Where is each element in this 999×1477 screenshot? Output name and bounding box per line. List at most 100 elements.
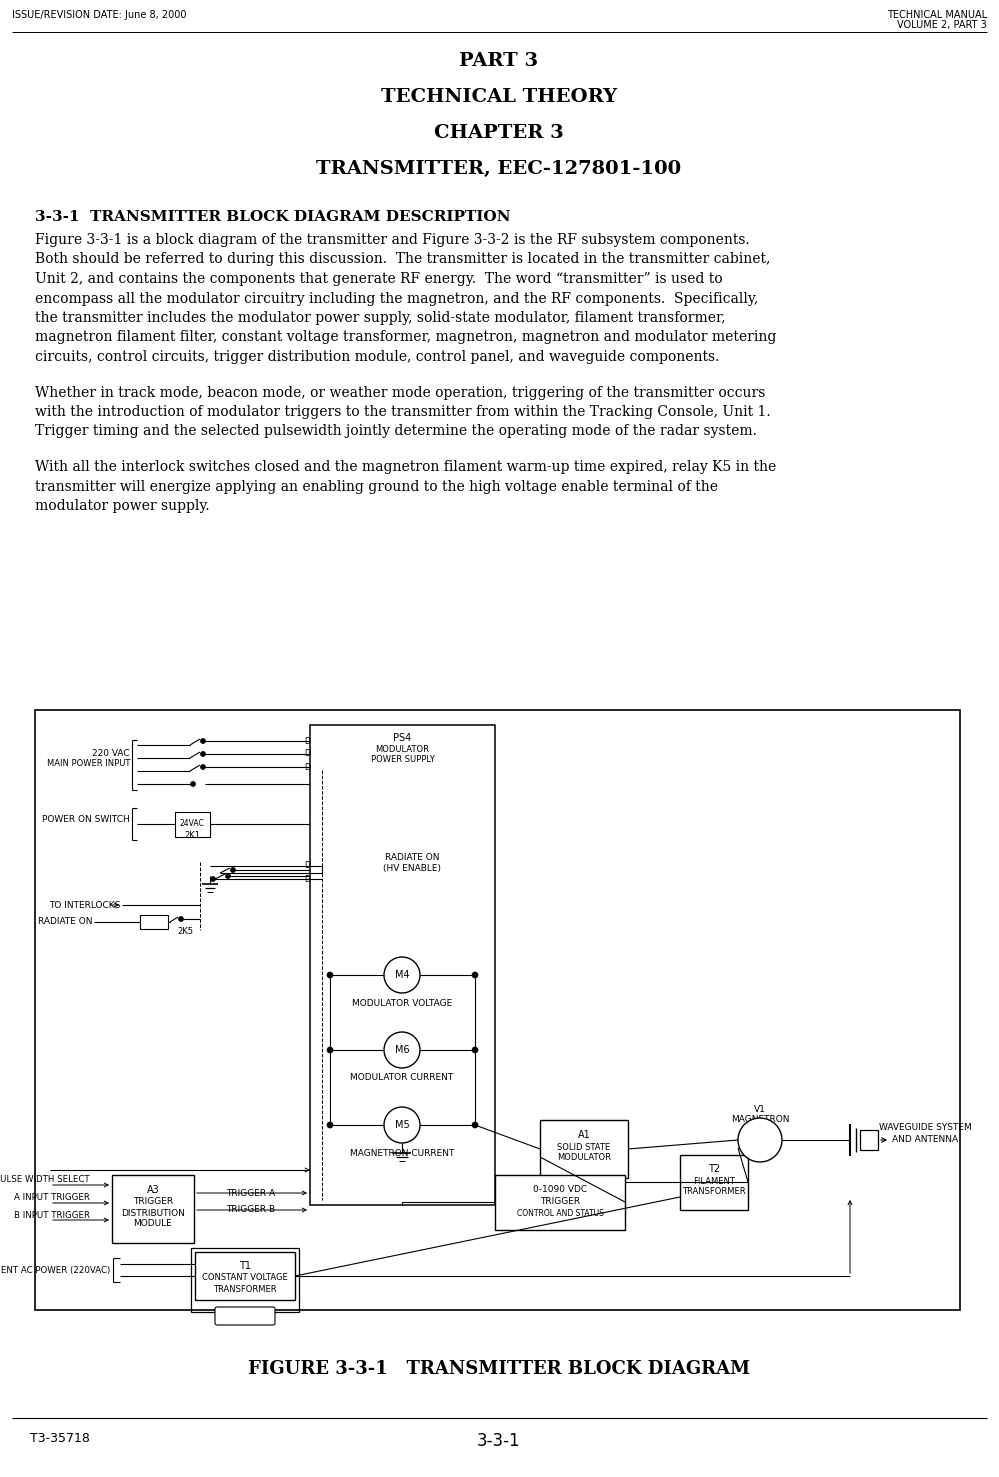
Bar — [540, 1120, 628, 1179]
Text: RADIATE ON: RADIATE ON — [385, 854, 440, 863]
Bar — [140, 914, 168, 929]
Text: A INPUT TRIGGER: A INPUT TRIGGER — [14, 1193, 90, 1202]
Text: SOLID STATE: SOLID STATE — [557, 1143, 610, 1152]
Text: 3-3-1: 3-3-1 — [478, 1433, 520, 1450]
Text: MAIN POWER INPUT: MAIN POWER INPUT — [47, 759, 130, 768]
Bar — [191, 1248, 299, 1312]
Text: FILAMENT: FILAMENT — [693, 1177, 735, 1186]
Text: MAGNETRON CURRENT: MAGNETRON CURRENT — [350, 1149, 455, 1158]
Text: PS4: PS4 — [394, 733, 412, 743]
Text: A3: A3 — [147, 1185, 160, 1195]
Text: Both should be referred to during this discussion.  The transmitter is located i: Both should be referred to during this d… — [35, 253, 770, 266]
Text: 0-1090 VDC: 0-1090 VDC — [532, 1185, 587, 1193]
Circle shape — [384, 1106, 420, 1143]
Bar — [175, 812, 210, 837]
Text: 220 VAC: 220 VAC — [92, 749, 130, 758]
Circle shape — [179, 917, 184, 922]
Text: MODULATOR: MODULATOR — [557, 1154, 611, 1162]
Text: PART 3: PART 3 — [460, 52, 538, 69]
Text: T5718-01: T5718-01 — [224, 1307, 267, 1316]
Circle shape — [384, 957, 420, 993]
Text: TECHNICAL THEORY: TECHNICAL THEORY — [381, 89, 617, 106]
Text: PULSE WIDTH SELECT: PULSE WIDTH SELECT — [0, 1176, 90, 1185]
Text: TO INTERLOCKS: TO INTERLOCKS — [49, 901, 120, 910]
Text: With all the interlock switches closed and the magnetron filament warm-up time e: With all the interlock switches closed a… — [35, 459, 776, 474]
Text: VOLUME 2, PART 3: VOLUME 2, PART 3 — [897, 21, 987, 30]
Text: M6: M6 — [395, 1046, 410, 1055]
Text: TRANSFORMER: TRANSFORMER — [213, 1285, 277, 1294]
Text: A1: A1 — [577, 1130, 590, 1140]
Text: V1: V1 — [754, 1105, 766, 1115]
Circle shape — [211, 876, 216, 882]
Circle shape — [231, 867, 236, 873]
Circle shape — [327, 1123, 333, 1128]
Circle shape — [201, 738, 206, 743]
Text: D: D — [304, 874, 310, 883]
Circle shape — [472, 1047, 478, 1053]
Text: DISTRIBUTION: DISTRIBUTION — [121, 1208, 185, 1217]
Text: D: D — [304, 861, 310, 870]
Text: M5: M5 — [395, 1120, 410, 1130]
Text: TRIGGER: TRIGGER — [539, 1196, 580, 1205]
Text: B INPUT TRIGGER: B INPUT TRIGGER — [14, 1211, 90, 1220]
Circle shape — [201, 765, 206, 770]
Circle shape — [191, 781, 196, 786]
Text: CONSTANT VOLTAGE: CONSTANT VOLTAGE — [202, 1273, 288, 1282]
Text: AND ANTENNA: AND ANTENNA — [892, 1134, 958, 1143]
Text: circuits, control circuits, trigger distribution module, control panel, and wave: circuits, control circuits, trigger dist… — [35, 350, 719, 363]
Text: POWER ON SWITCH: POWER ON SWITCH — [42, 815, 130, 824]
Text: TECHNICAL MANUAL: TECHNICAL MANUAL — [887, 10, 987, 21]
Text: the transmitter includes the modulator power supply, solid-state modulator, fila: the transmitter includes the modulator p… — [35, 312, 725, 325]
Bar — [112, 1176, 194, 1244]
Text: TRIGGER: TRIGGER — [133, 1198, 173, 1207]
Bar — [860, 1130, 878, 1151]
Text: RADIATE ON: RADIATE ON — [38, 917, 92, 926]
Text: transmitter will energize applying an enabling ground to the high voltage enable: transmitter will energize applying an en… — [35, 480, 718, 493]
Text: FIGURE 3-3-1   TRANSMITTER BLOCK DIAGRAM: FIGURE 3-3-1 TRANSMITTER BLOCK DIAGRAM — [248, 1360, 750, 1378]
Text: 2K5: 2K5 — [177, 928, 193, 936]
Text: magnetron filament filter, constant voltage transformer, magnetron, magnetron an: magnetron filament filter, constant volt… — [35, 331, 776, 344]
Text: D: D — [304, 762, 310, 771]
Text: Trigger timing and the selected pulsewidth jointly determine the operating mode : Trigger timing and the selected pulsewid… — [35, 424, 757, 439]
Text: T2: T2 — [708, 1164, 720, 1174]
Text: with the introduction of modulator triggers to the transmitter from within the T: with the introduction of modulator trigg… — [35, 405, 770, 419]
Text: ISSUE/REVISION DATE: June 8, 2000: ISSUE/REVISION DATE: June 8, 2000 — [12, 10, 187, 21]
Text: Figure 3-3-1 is a block diagram of the transmitter and Figure 3-3-2 is the RF su: Figure 3-3-1 is a block diagram of the t… — [35, 233, 750, 247]
Text: MODULATOR VOLTAGE: MODULATOR VOLTAGE — [352, 998, 453, 1007]
Text: 3-3-1  TRANSMITTER BLOCK DIAGRAM DESCRIPTION: 3-3-1 TRANSMITTER BLOCK DIAGRAM DESCRIPT… — [35, 210, 510, 225]
Text: TRIGGER A: TRIGGER A — [226, 1189, 275, 1198]
Text: MODULE: MODULE — [134, 1220, 173, 1229]
Text: (HV ENABLE): (HV ENABLE) — [383, 864, 441, 873]
Circle shape — [201, 752, 206, 756]
Text: D: D — [304, 737, 310, 746]
Circle shape — [472, 1123, 478, 1128]
Text: modulator power supply.: modulator power supply. — [35, 499, 210, 513]
Bar — [310, 725, 495, 1205]
Text: M4: M4 — [395, 970, 410, 981]
Text: TRANSFORMER: TRANSFORMER — [682, 1188, 746, 1196]
Text: Unit 2, and contains the components that generate RF energy.  The word “transmit: Unit 2, and contains the components that… — [35, 272, 722, 287]
Text: D: D — [304, 749, 310, 759]
Text: FILAMENT AC POWER (220VAC): FILAMENT AC POWER (220VAC) — [0, 1266, 110, 1275]
Text: WAVEGUIDE SYSTEM: WAVEGUIDE SYSTEM — [879, 1124, 971, 1133]
Circle shape — [384, 1032, 420, 1068]
Bar — [495, 1176, 625, 1230]
Circle shape — [738, 1118, 782, 1162]
Text: 2K1: 2K1 — [184, 830, 200, 839]
Text: TRIGGER B: TRIGGER B — [226, 1205, 275, 1214]
Text: Whether in track mode, beacon mode, or weather mode operation, triggering of the: Whether in track mode, beacon mode, or w… — [35, 385, 765, 399]
Text: encompass all the modulator circuitry including the magnetron, and the RF compon: encompass all the modulator circuitry in… — [35, 291, 758, 306]
Text: TRANSMITTER, EEC-127801-100: TRANSMITTER, EEC-127801-100 — [317, 160, 681, 179]
Text: T3-35718: T3-35718 — [30, 1433, 90, 1445]
Bar — [680, 1155, 748, 1210]
Text: MAGNETRON: MAGNETRON — [730, 1115, 789, 1124]
Circle shape — [327, 1047, 333, 1053]
Bar — [35, 710, 960, 1310]
Text: 24VAC: 24VAC — [180, 818, 205, 827]
FancyBboxPatch shape — [215, 1307, 275, 1325]
Circle shape — [327, 972, 333, 978]
Text: POWER SUPPLY: POWER SUPPLY — [371, 756, 435, 765]
Bar — [195, 1252, 295, 1300]
Text: CONTROL AND STATUS: CONTROL AND STATUS — [516, 1208, 603, 1217]
Text: CHAPTER 3: CHAPTER 3 — [435, 124, 563, 142]
